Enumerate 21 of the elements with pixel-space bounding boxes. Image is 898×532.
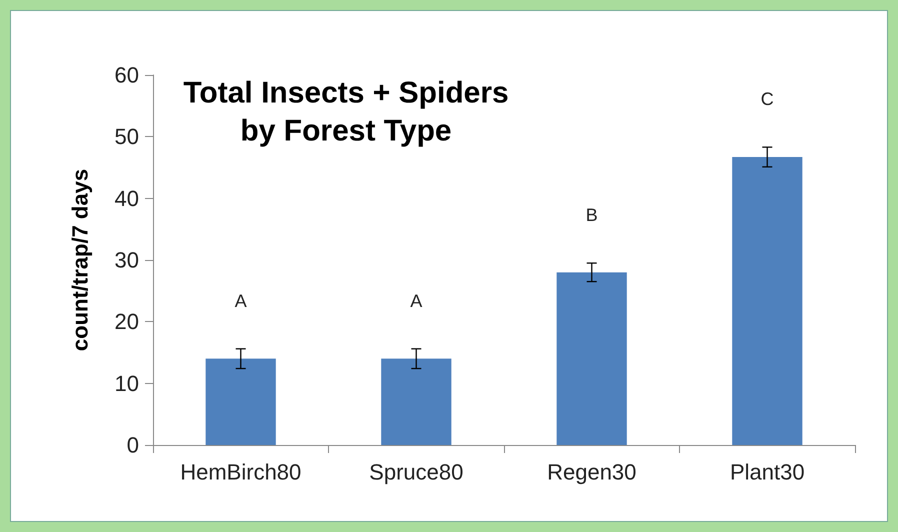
annotation: A xyxy=(410,290,422,311)
x-tick-label: Plant30 xyxy=(730,460,805,484)
y-tick-label: 40 xyxy=(114,186,139,211)
bar xyxy=(381,358,452,445)
bar xyxy=(556,272,627,445)
y-tick-label: 20 xyxy=(114,309,139,334)
y-tick-label: 10 xyxy=(114,370,139,396)
y-tick-label: 50 xyxy=(114,124,139,150)
bar xyxy=(206,358,276,445)
y-tick-label: 30 xyxy=(114,248,139,272)
x-tick-label: Regen30 xyxy=(547,460,636,484)
text: Total Insects + Spiders by Forest Type xyxy=(183,76,509,148)
y-axis-title: count/trap/7 days xyxy=(68,168,92,352)
bar xyxy=(732,157,802,445)
annotation: C xyxy=(760,89,774,110)
x-tick-label: HemBirch80 xyxy=(180,460,302,484)
y-tick-label: 0 xyxy=(126,432,139,458)
x-tick-label: Spruce80 xyxy=(369,460,464,484)
y-tick-label: 60 xyxy=(114,62,139,88)
annotation: A xyxy=(234,290,247,311)
annotation: B xyxy=(586,205,598,226)
